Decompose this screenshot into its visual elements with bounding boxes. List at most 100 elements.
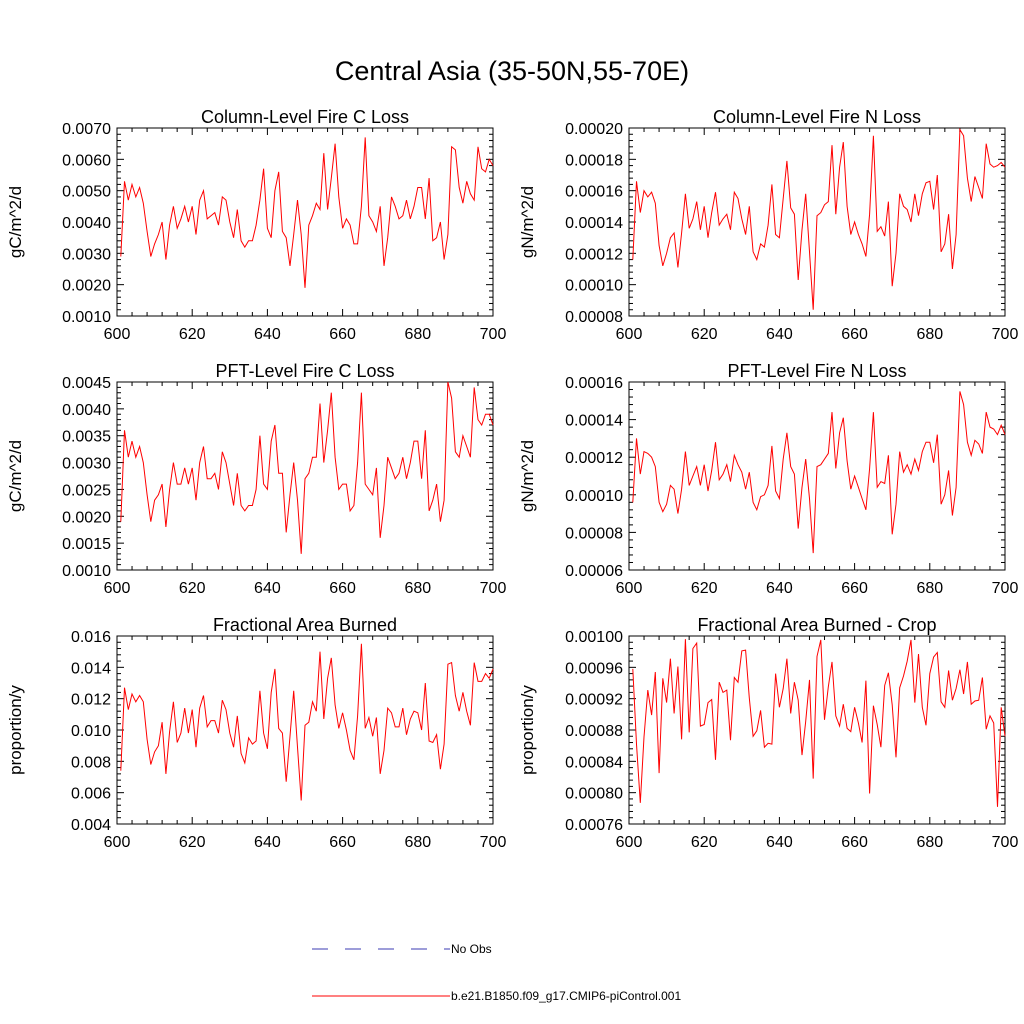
x-tick-label: 620 [691, 834, 718, 851]
y-tick-label: 0.00020 [565, 121, 623, 138]
panels: Column-Level Fire C Loss gC/m^2/d 600 620 64… [6, 107, 1018, 851]
y-tick-label: 0.0030 [62, 456, 111, 473]
legend: No Obs b.e21.B1850.f09_g17.CMIP6-piContr… [312, 942, 681, 1003]
y-tick-label: 0.00092 [565, 692, 623, 709]
y-tick-label: 0.006 [71, 786, 111, 803]
y-tick-label: 0.00016 [565, 184, 623, 201]
panel-title: PFT-Level Fire N Loss [727, 361, 906, 381]
x-tick-label: 680 [916, 580, 943, 597]
y-tick-label: 0.00018 [565, 152, 623, 169]
y-tick-label: 0.0010 [62, 563, 111, 580]
y-axis-label: gC/m^2/d [6, 186, 25, 258]
y-tick-label: 0.016 [71, 629, 111, 646]
y-tick-label: 0.0025 [62, 482, 111, 499]
legend-label-no-obs: No Obs [451, 942, 492, 956]
x-tick-label: 600 [104, 326, 131, 343]
x-tick-label: 620 [691, 580, 718, 597]
x-tick-label: 700 [992, 834, 1019, 851]
x-tick-label: 660 [329, 834, 356, 851]
y-tick-label: 0.012 [71, 692, 111, 709]
y-tick-label: 0.00088 [565, 723, 623, 740]
y-tick-label: 0.0045 [62, 375, 111, 392]
x-tick-label: 640 [766, 834, 793, 851]
figure-title: Central Asia (35-50N,55-70E) [335, 56, 689, 86]
y-tick-label: 0.00008 [565, 309, 623, 326]
y-tick-label: 0.00012 [565, 246, 623, 263]
plot-frame [628, 381, 1006, 571]
x-tick-label: 700 [480, 834, 507, 851]
x-tick-label: 700 [992, 580, 1019, 597]
x-tick-label: 640 [254, 834, 281, 851]
chart-panel: Column-Level Fire C Loss gC/m^2/d 600 620 64… [6, 107, 506, 343]
x-tick-label: 680 [916, 834, 943, 851]
y-tick-label: 0.0010 [62, 309, 111, 326]
chart-panel: Column-Level Fire N Loss gN/m^2/d 600 620 64… [518, 107, 1018, 343]
x-tick-label: 640 [766, 580, 793, 597]
y-tick-label: 0.010 [71, 723, 111, 740]
x-tick-label: 620 [179, 326, 206, 343]
panel-title: Fractional Area Burned - Crop [697, 615, 936, 635]
x-tick-label: 660 [841, 834, 868, 851]
y-tick-label: 0.00080 [565, 786, 623, 803]
x-tick-label: 680 [404, 834, 431, 851]
x-tick-label: 600 [616, 580, 643, 597]
x-tick-label: 600 [616, 326, 643, 343]
plot-frame [116, 381, 494, 571]
y-tick-label: 0.0020 [62, 509, 111, 526]
chart-panel: Fractional Area Burned - Crop proportion/… [518, 615, 1018, 851]
x-tick-label: 660 [329, 580, 356, 597]
y-axis-label: proportion/y [518, 685, 537, 775]
y-axis-label: proportion/y [6, 685, 25, 775]
y-tick-label: 0.004 [71, 817, 111, 834]
panel-title: Fractional Area Burned [213, 615, 397, 635]
x-tick-label: 620 [691, 326, 718, 343]
x-tick-label: 600 [104, 834, 131, 851]
x-tick-label: 600 [104, 580, 131, 597]
x-tick-label: 620 [179, 580, 206, 597]
y-tick-label: 0.014 [71, 660, 111, 677]
series-line [632, 639, 1006, 807]
y-tick-label: 0.0035 [62, 429, 111, 446]
y-tick-label: 0.008 [71, 754, 111, 771]
x-tick-label: 640 [254, 580, 281, 597]
x-tick-label: 620 [179, 834, 206, 851]
x-tick-label: 640 [766, 326, 793, 343]
y-tick-label: 0.0040 [62, 402, 111, 419]
x-tick-label: 660 [329, 326, 356, 343]
series-line [120, 643, 494, 801]
y-tick-label: 0.00014 [565, 413, 623, 430]
y-tick-label: 0.00012 [565, 450, 623, 467]
y-tick-label: 0.0020 [62, 278, 111, 295]
y-tick-label: 0.00084 [565, 754, 623, 771]
y-tick-label: 0.00014 [565, 215, 623, 232]
x-tick-label: 700 [480, 580, 507, 597]
y-tick-label: 0.00006 [565, 563, 623, 580]
y-tick-label: 0.00010 [565, 488, 623, 505]
series-line [120, 137, 494, 288]
x-tick-label: 680 [916, 326, 943, 343]
y-tick-label: 0.00076 [565, 817, 623, 834]
panel-title: Column-Level Fire N Loss [713, 107, 921, 127]
y-axis-label: gC/m^2/d [6, 440, 25, 512]
y-axis-label: gN/m^2/d [518, 186, 537, 258]
y-tick-label: 0.0070 [62, 121, 111, 138]
legend-label-model: b.e21.B1850.f09_g17.CMIP6-piControl.001 [451, 989, 681, 1003]
y-tick-label: 0.00010 [565, 278, 623, 295]
y-tick-label: 0.0040 [62, 215, 111, 232]
x-tick-label: 640 [254, 326, 281, 343]
x-tick-label: 700 [480, 326, 507, 343]
x-tick-label: 600 [616, 834, 643, 851]
y-tick-label: 0.00100 [565, 629, 623, 646]
y-tick-label: 0.0060 [62, 152, 111, 169]
series-line [120, 381, 494, 554]
x-tick-label: 660 [841, 326, 868, 343]
x-tick-label: 660 [841, 580, 868, 597]
y-tick-label: 0.00096 [565, 660, 623, 677]
chart-panel: PFT-Level Fire N Loss gN/m^2/d 600 620 640 66… [518, 361, 1018, 597]
x-tick-label: 700 [992, 326, 1019, 343]
panel-title: Column-Level Fire C Loss [201, 107, 409, 127]
panel-title: PFT-Level Fire C Loss [215, 361, 394, 381]
y-tick-label: 0.0050 [62, 184, 111, 201]
series-line [632, 127, 1006, 310]
